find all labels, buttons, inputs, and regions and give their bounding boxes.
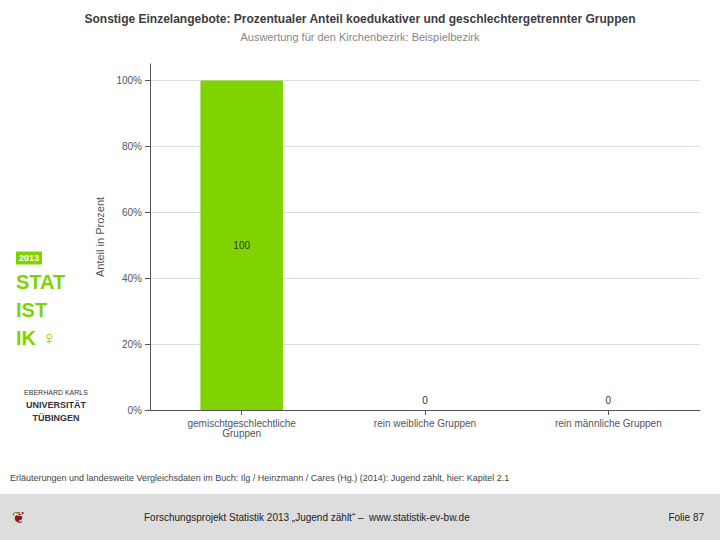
svg-text:IK ♀: IK ♀ (16, 327, 57, 349)
svg-text:60%: 60% (122, 207, 142, 218)
svg-text:80%: 80% (122, 141, 142, 152)
svg-text:Anteil in Prozent: Anteil in Prozent (94, 197, 106, 277)
svg-text:IST: IST (16, 299, 47, 321)
svg-text:Sonstige Einzelangebote: Proze: Sonstige Einzelangebote: Prozentualer An… (85, 12, 636, 26)
svg-text:UNIVERSITÄT: UNIVERSITÄT (26, 400, 87, 410)
svg-text:gemischtgeschlechtliche: gemischtgeschlechtliche (187, 417, 296, 429)
svg-text:0%: 0% (128, 405, 143, 416)
svg-text:EBERHARD KARLS: EBERHARD KARLS (24, 389, 88, 396)
svg-text:40%: 40% (122, 273, 142, 284)
svg-text:Erläuterungen und landesweite: Erläuterungen und landesweite Vergleichs… (10, 473, 509, 483)
svg-text:Forschungsprojekt Statistik 20: Forschungsprojekt Statistik 2013 „Jugend… (144, 512, 470, 523)
svg-text:STAT: STAT (16, 271, 65, 293)
svg-text:20%: 20% (122, 339, 142, 350)
svg-text:0: 0 (422, 395, 428, 406)
svg-text:TÜBINGEN: TÜBINGEN (33, 413, 80, 423)
svg-text:0: 0 (606, 395, 612, 406)
svg-text:Auswertung für den Kirchenbezi: Auswertung für den Kirchenbezirk: Beispi… (240, 31, 480, 43)
svg-text:2013: 2013 (19, 253, 39, 263)
svg-text:Folie 87: Folie 87 (668, 512, 704, 523)
svg-text:100: 100 (233, 240, 250, 251)
svg-text:❦: ❦ (12, 509, 25, 526)
svg-text:rein männliche Gruppen: rein männliche Gruppen (555, 418, 662, 429)
svg-text:Gruppen: Gruppen (222, 428, 261, 439)
svg-text:rein weibliche Gruppen: rein weibliche Gruppen (374, 418, 476, 429)
svg-text:100%: 100% (116, 75, 142, 86)
